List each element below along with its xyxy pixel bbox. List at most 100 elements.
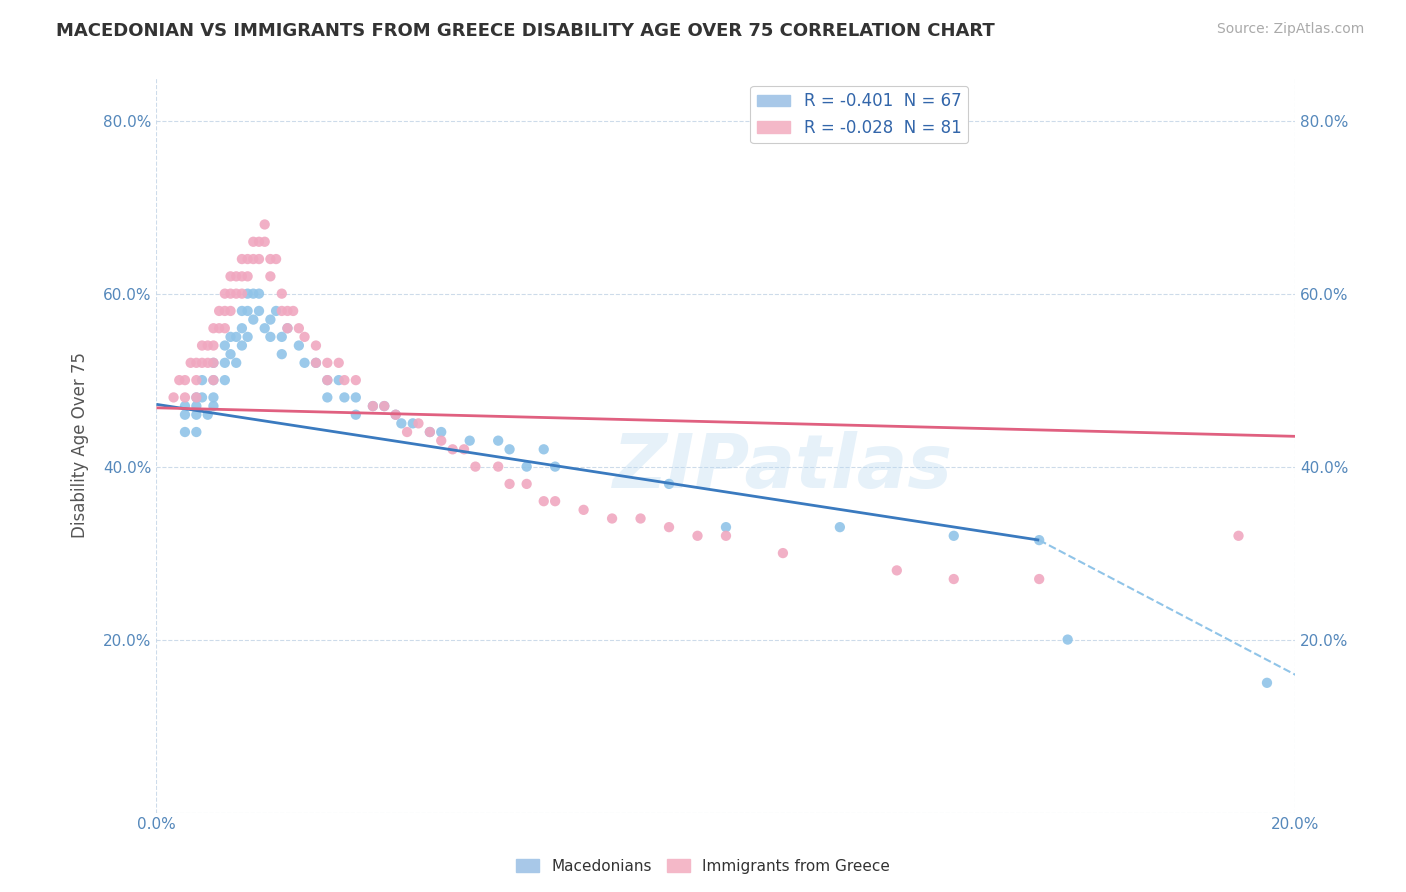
Point [305,356,328,370]
Point [247,304,270,318]
Point [247,286,270,301]
Point [276,321,298,335]
Point [264,304,287,318]
Point [202,391,225,405]
Point [208,321,231,335]
Point [686,529,709,543]
Point [236,286,259,301]
Point [197,338,219,352]
Point [384,408,406,422]
Point [333,373,356,387]
Point [264,252,287,266]
Point [316,373,339,387]
Point [270,330,292,344]
Point [430,425,453,439]
Point [253,235,276,249]
Point [328,356,350,370]
Point [333,391,356,405]
Point [430,434,453,448]
Text: Source: ZipAtlas.com: Source: ZipAtlas.com [1216,22,1364,37]
Point [191,373,214,387]
Point [828,520,851,534]
Point [162,391,184,405]
Point [180,356,202,370]
Point [191,356,214,370]
Point [214,356,236,370]
Point [1227,529,1250,543]
Point [600,511,623,525]
Point [316,373,339,387]
Point [270,347,292,361]
Point [214,304,236,318]
Point [533,442,555,457]
Point [533,494,555,508]
Point [219,347,242,361]
Point [886,563,908,577]
Point [464,459,486,474]
Point [658,520,681,534]
Legend: Macedonians, Immigrants from Greece: Macedonians, Immigrants from Greece [510,853,896,880]
Point [942,572,965,586]
Point [191,391,214,405]
Y-axis label: Disability Age Over 75: Disability Age Over 75 [72,352,89,538]
Point [714,529,737,543]
Point [214,286,236,301]
Point [544,459,567,474]
Point [253,218,276,232]
Point [772,546,794,560]
Point [316,391,339,405]
Point [419,425,441,439]
Point [214,321,236,335]
Point [441,442,464,457]
Point [316,356,339,370]
Point [498,442,520,457]
Point [202,338,225,352]
Point [453,442,475,457]
Point [389,417,412,431]
Point [373,399,395,413]
Point [231,321,253,335]
Point [219,304,242,318]
Point [242,312,264,326]
Point [202,321,225,335]
Point [236,269,259,284]
Point [419,425,441,439]
Point [498,476,520,491]
Point [225,286,247,301]
Point [384,408,406,422]
Point [305,356,328,370]
Point [202,373,225,387]
Point [458,434,481,448]
Point [486,459,509,474]
Point [219,330,242,344]
Point [174,399,197,413]
Point [202,356,225,370]
Point [197,356,219,370]
Point [202,399,225,413]
Point [328,373,350,387]
Legend: R = -0.401  N = 67, R = -0.028  N = 81: R = -0.401 N = 67, R = -0.028 N = 81 [751,86,969,144]
Point [197,408,219,422]
Point [231,286,253,301]
Point [658,476,681,491]
Point [288,321,311,335]
Point [174,425,197,439]
Point [408,417,430,431]
Point [225,330,247,344]
Point [186,356,208,370]
Point [270,286,292,301]
Point [344,408,367,422]
Point [828,131,851,145]
Point [231,338,253,352]
Point [259,330,281,344]
Point [276,321,298,335]
Point [294,356,316,370]
Point [236,304,259,318]
Point [219,269,242,284]
Point [231,252,253,266]
Point [942,529,965,543]
Point [186,408,208,422]
Point [1256,675,1278,690]
Point [486,434,509,448]
Point [253,321,276,335]
